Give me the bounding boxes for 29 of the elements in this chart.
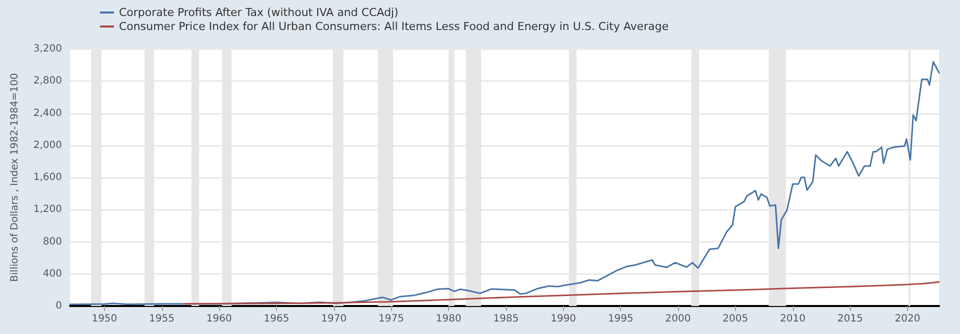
y-tick-label: 3,200 [33, 44, 62, 54]
line-series [184, 281, 940, 304]
x-tick-label: 2015 [837, 314, 863, 324]
legend-label: Consumer Price Index for All Urban Consumers: All Items Less Food and Energy in U.S. City Average [119, 20, 669, 33]
x-tick-label: 1955 [149, 314, 175, 324]
x-tick-label: 1990 [550, 314, 576, 324]
x-tick-label: 1950 [92, 314, 118, 324]
y-tick-label: 2,400 [33, 108, 62, 119]
x-tick-label: 2000 [665, 314, 691, 324]
line-series [69, 61, 940, 306]
x-tick-label: 2005 [722, 314, 748, 324]
y-tick-label: 1,600 [33, 172, 62, 183]
x-tick-label: 1995 [608, 314, 634, 324]
x-tick-label: 1980 [436, 314, 462, 324]
y-tick-label: 2,800 [33, 76, 62, 87]
y-tick-label: 800 [42, 236, 62, 248]
y-tick-label: 400 [42, 268, 62, 280]
y-axis-title: Billions of Dollars , Index 1982-1984=100 [10, 73, 20, 282]
x-tick-label: 1965 [264, 314, 290, 324]
x-tick-label: 1970 [321, 314, 347, 324]
x-tick-label: 1975 [378, 314, 404, 324]
y-tick-label: 2,000 [33, 140, 62, 151]
x-tick-label: 2010 [780, 314, 806, 324]
x-tick-label: 2020 [894, 314, 920, 324]
x-tick-label: 1985 [493, 314, 519, 324]
y-tick-label: 1,200 [33, 204, 62, 216]
legend-label: Corporate Profits After Tax (without IVA and CCAdj) [119, 6, 398, 19]
y-tick-label: 0 [56, 300, 62, 312]
x-tick-label: 1960 [206, 314, 232, 324]
